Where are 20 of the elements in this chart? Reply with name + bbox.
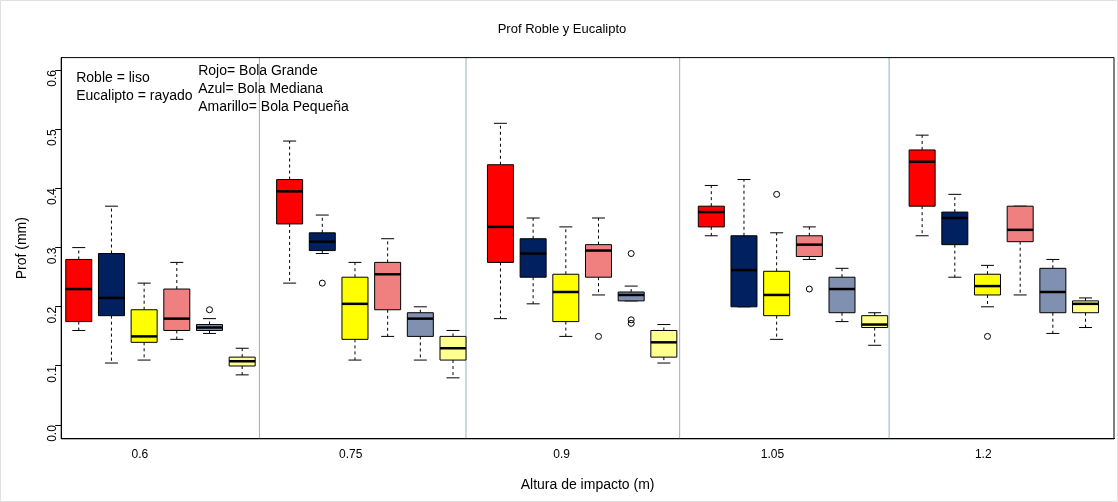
chart-title: Prof Roble y Eucalipto (497, 21, 627, 37)
y-axis-title: Prof (mm) (13, 217, 30, 280)
y-tick-label: 0.2 (44, 306, 59, 324)
y-tick-label: 0.6 (44, 69, 59, 87)
x-tick-label: 1.05 (760, 447, 785, 462)
annotation: Azul= Bola Mediana (198, 80, 324, 97)
annotation: Amarillo= Bola Pequeña (198, 98, 350, 115)
y-tick-label: 0.4 (44, 188, 59, 206)
y-tick-label: 0.0 (44, 424, 59, 442)
annotation: Eucalipto = rayado (76, 87, 193, 104)
x-tick-label: 0.9 (553, 447, 571, 462)
x-tick-label: 0.75 (339, 447, 363, 462)
annotation: Rojo= Bola Grande (198, 62, 318, 79)
y-tick-label: 0.5 (44, 128, 59, 146)
y-tick-label: 0.3 (44, 247, 59, 265)
x-tick-label: 0.6 (131, 447, 149, 462)
annotation: Roble = liso (76, 69, 150, 86)
x-tick-label: 1.2 (974, 447, 992, 462)
y-tick-label: 0.1 (44, 365, 59, 383)
x-axis-title: Altura de impacto (m) (520, 476, 655, 493)
